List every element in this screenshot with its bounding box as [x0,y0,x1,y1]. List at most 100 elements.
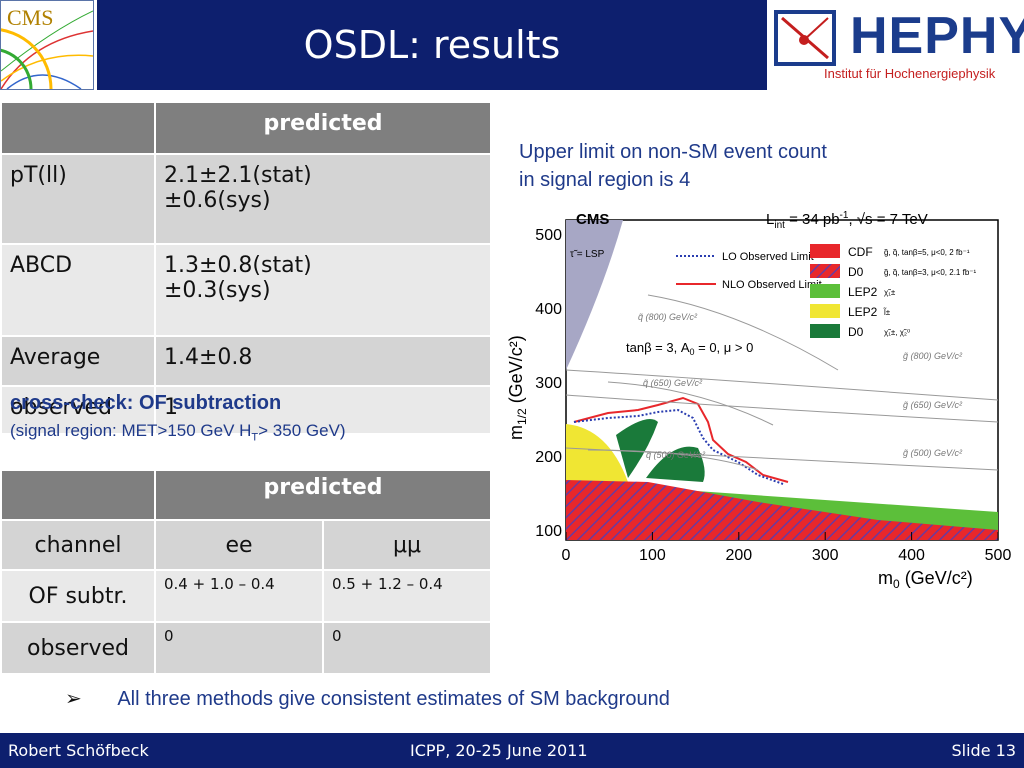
plot-cms-label: CMS [576,211,609,228]
x-tick-label: 500 [985,547,1012,564]
table-header-empty [0,469,156,521]
gluino-contour [565,394,999,423]
exclusion-plot: CMS Lint = 34 pb-1, √s = 7 TeV τ̃ = LSP … [506,210,1012,591]
table-row: channel ee μμ [0,519,492,571]
gluino-contour [565,369,999,401]
row-value: ±0.6(sys) [164,188,271,213]
row-label: channel [0,519,156,571]
lo-legend-label: LO Observed Limit [722,251,814,263]
row-label: observed [0,385,156,435]
y-tick-label: 400 [535,301,562,318]
row-label: Average [0,335,156,387]
x-tick-label: 100 [639,547,666,564]
bullet-arrow-icon: ➢ [65,688,82,710]
x-tick-label: 200 [725,547,752,564]
x-tick-label: 300 [812,547,839,564]
y-tick-label: 500 [535,227,562,244]
y-axis-label: m1/2 (GeV/c²) [506,335,529,440]
legend-desc: g̃, q̃, tanβ=3, μ<0, 2.1 fb⁻¹ [884,268,977,277]
y-axis-ticks: 100 200 300 400 500 [535,227,562,540]
footer-author: Robert Schöfbeck [8,741,149,760]
legend-desc: g̃, q̃, tanβ=5, μ<0, 2 fb⁻¹ [884,248,970,257]
cell-mumu: μμ [322,519,492,571]
legend-desc: χ̃₁± [884,288,896,297]
of-subtraction-table: predicted channel ee μμ OF subtr. 0.4 + … [0,469,492,675]
legend-label: CDF [848,245,873,259]
nlo-limit-curve [573,396,789,483]
legend-swatch [810,304,840,318]
table-header-predicted: predicted [154,101,492,155]
gluino-mass-label: g̃ (800) GeV/c² [903,351,963,361]
table-row: Average 1.4±0.8 [0,335,492,387]
legend-label: D0 [848,325,864,339]
y-tick-label: 200 [535,449,562,466]
results-table: predicted pT(ll) 2.1±2.1(stat) ±0.6(sys) … [0,101,492,435]
legend-desc: χ̃₁±, χ̃₂⁰ [884,328,910,337]
footer-slide-number: Slide 13 [951,741,1017,760]
x-tick-label: 0 [562,547,571,564]
hephy-subtitle: Institut für Hochenergiephysik [824,66,996,81]
table-header-empty [0,101,156,155]
squark-mass-label: q̃ (650) GeV/c² [643,378,703,388]
tau-lsp-region [566,220,623,370]
cms-logo-text: CMS [7,5,54,30]
d0-gaugino-region [616,418,658,478]
row-label: observed [0,621,156,675]
page-title: OSDL: results [303,23,561,67]
legend-swatch [810,264,840,278]
row-label: ABCD [0,243,156,337]
row-value: 1.3±0.8(stat) [164,253,312,278]
squark-contour [587,449,759,471]
cell-mumu: 0.5 + 1.2 – 0.4 [322,569,492,623]
row-value: 1 [164,395,178,420]
squark-contour [607,381,774,426]
upper-limit-text: Upper limit on non-SM event count in sig… [519,138,919,194]
cell-ee: 0.4 + 1.0 – 0.4 [154,569,324,623]
row-label: pT(ll) [0,153,156,245]
tanbeta-label: tanβ = 3, A0 = 0, μ > 0 [626,340,753,357]
title-bar: OSDL: results [97,0,767,90]
footer-bar: Robert Schöfbeck ICPP, 20-25 June 2011 S… [0,733,1024,768]
lep2-slepton-region [566,424,628,482]
y-tick-label: 300 [535,375,562,392]
lo-limit-curve [573,408,784,485]
x-tick-label: 400 [898,547,925,564]
gluino-mass-label: g̃ (650) GeV/c² [903,400,963,410]
cms-logo: CMS [0,0,94,150]
table-row: OF subtr. 0.4 + 1.0 – 0.4 0.5 + 1.2 – 0.… [0,569,492,623]
hephy-emblem-icon [774,10,836,66]
cdf-d0-excluded-region [566,480,998,540]
footer-conference: ICPP, 20-25 June 2011 [410,741,588,760]
squark-mass-label: q̃ (800) GeV/c² [638,312,698,322]
x-axis-ticks: 0 100 200 300 400 500 [562,532,1012,564]
x-axis-label: m0 (GeV/c²) [878,568,973,591]
squark-contour [647,294,839,371]
table-row: ABCD 1.3±0.8(stat) ±0.3(sys) [0,243,492,337]
table-row: observed 0 0 [0,621,492,675]
legend-label: LEP2 [848,285,878,299]
cell-mumu: 0 [322,621,492,675]
row-label: OF subtr. [0,569,156,623]
nlo-legend-label: NLO Observed Limit [722,279,822,291]
bullet-text: All three methods give consistent estima… [117,688,670,710]
crosscheck-subtitle: (signal region: MET>150 GeV HT> 350 GeV) [10,421,346,444]
table-row: observed 1 [0,385,492,435]
row-value: ±0.3(sys) [164,278,271,303]
cell-ee: ee [154,519,324,571]
crosscheck-title: cross-check: OF subtraction [10,392,282,414]
legend-swatch [810,324,840,338]
table-row: pT(ll) 2.1±2.1(stat) ±0.6(sys) [0,153,492,245]
hephy-logo: HEPHY Institut für Hochenergiephysik [768,0,1024,90]
row-value: 1.4±0.8 [164,345,253,370]
squark-mass-label: q̃ (500) GeV/c² [646,450,706,460]
tau-lsp-label: τ̃ = LSP [570,249,605,260]
plot-lumi-label: Lint = 34 pb-1, √s = 7 TeV [766,210,928,231]
contour-labels: q̃ (800) GeV/c² q̃ (650) GeV/c² q̃ (500) G… [638,312,963,460]
legend-label: LEP2 [848,305,878,319]
table-header-predicted: predicted [154,469,492,521]
legend-swatch [810,244,840,258]
plot-legend: CDF g̃, q̃, tanβ=5, μ<0, 2 fb⁻¹ D0 g̃, q̃, … [810,244,976,339]
upper-limit-line: in signal region is 4 [519,169,691,191]
legend-label: D0 [848,265,864,279]
hephy-logo-text: HEPHY [850,7,1024,65]
